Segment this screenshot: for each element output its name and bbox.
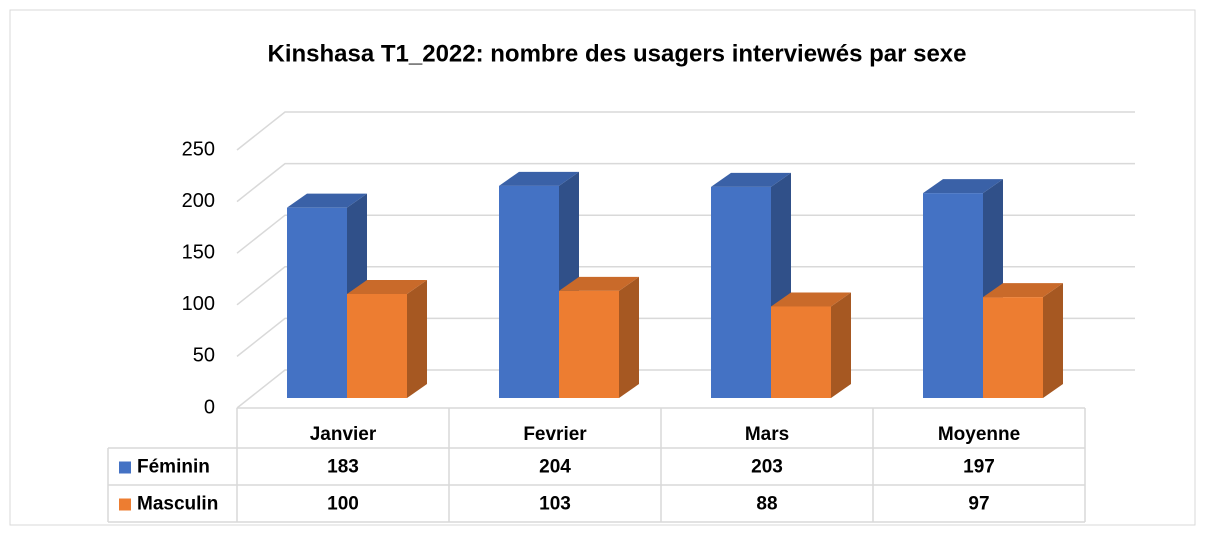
bar [499, 171, 579, 398]
grid-line [236, 111, 1135, 151]
x-tick-label: Janvier [310, 424, 377, 445]
bar [287, 193, 367, 398]
bar-front [983, 297, 1043, 398]
x-tick-label: Mars [745, 424, 789, 445]
bar-front [347, 294, 407, 398]
x-tick-label: Moyenne [938, 424, 1020, 445]
bar-front [923, 193, 983, 398]
bar [983, 283, 1063, 398]
x-tick-label: Fevrier [523, 424, 587, 445]
bar-top [559, 276, 639, 291]
legend-swatch [119, 461, 131, 474]
y-tick-label: 200 [182, 190, 215, 212]
table-value: 183 [327, 457, 359, 478]
table-value: 100 [327, 494, 359, 515]
y-tick-label: 250 [182, 138, 215, 160]
bar [347, 280, 427, 398]
bar [711, 172, 791, 398]
table-value: 103 [539, 494, 571, 515]
grid-line [236, 266, 1135, 306]
grid-line [236, 317, 1135, 357]
bar-top [923, 179, 1003, 194]
bar-top [771, 292, 851, 307]
bar-side [1043, 283, 1063, 398]
bar-front [287, 207, 347, 398]
grid-line [236, 162, 1135, 203]
table-value: 203 [751, 457, 783, 478]
bar-front [559, 290, 619, 398]
grid-line [236, 214, 1135, 254]
y-tick-label: 50 [193, 345, 215, 367]
chart-title: Kinshasa T1_2022: nombre des usagers int… [267, 40, 966, 67]
bar-front [711, 186, 771, 398]
table-value: 88 [756, 494, 777, 515]
y-tick-label: 100 [182, 293, 215, 315]
bar-top [499, 171, 579, 186]
bar-front [771, 306, 831, 398]
legend-label: Féminin [137, 457, 210, 478]
table-value: 197 [963, 457, 995, 478]
bar-top [983, 283, 1063, 298]
bar-top [711, 172, 791, 187]
bar-top [347, 280, 427, 294]
legend-swatch [119, 498, 131, 511]
y-tick-label: 150 [182, 241, 215, 263]
bar [771, 292, 851, 398]
bar [559, 276, 639, 398]
bar-front [499, 185, 559, 398]
bar-side [407, 280, 427, 398]
bar-top [287, 193, 367, 208]
bar-side [619, 276, 639, 398]
grid-line [236, 369, 1135, 409]
y-tick-label: 0 [204, 396, 215, 418]
table-value: 204 [539, 457, 571, 478]
bar [923, 179, 1003, 398]
table-value: 97 [968, 494, 989, 515]
legend-label: Masculin [137, 494, 218, 515]
bar-side [831, 292, 851, 398]
